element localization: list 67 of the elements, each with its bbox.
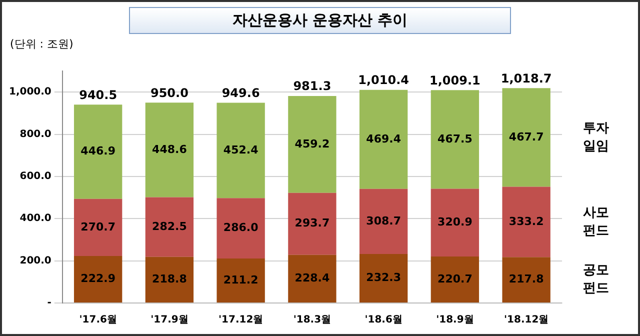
x-tick-label: '17.6월 [79, 314, 117, 326]
total-label: 981.3 [293, 79, 332, 94]
x-tick-label: '18.12월 [504, 314, 549, 326]
chart-title: 자산운용사 운용자산 추이 [129, 7, 511, 34]
data-label: 232.3 [366, 271, 401, 284]
data-label: 459.2 [294, 137, 330, 150]
text: (단위 : 조원) [10, 37, 74, 50]
x-tick-label: '17.9월 [150, 314, 188, 326]
bar [502, 88, 550, 187]
y-tick-label: 800.0 [20, 128, 52, 140]
bar [216, 258, 265, 302]
bar [145, 102, 194, 198]
bar [359, 188, 408, 254]
y-tick-label: 1,000.0 [8, 86, 52, 98]
data-label: 446.9 [80, 144, 116, 158]
data-label: 467.7 [508, 130, 544, 144]
data-label: 217.8 [508, 272, 544, 286]
total-label: 950.0 [150, 86, 188, 100]
y-tick-label: - [47, 298, 52, 309]
bar [74, 104, 122, 199]
data-label: 211.2 [223, 273, 258, 286]
y-tick-label: 400.0 [20, 213, 52, 224]
data-label: 467.5 [438, 132, 472, 146]
total-label: 940.5 [79, 88, 118, 102]
data-label: 293.7 [294, 216, 330, 230]
text: 공모펀드 [583, 263, 609, 296]
bar [216, 198, 265, 258]
data-label: 452.4 [223, 143, 259, 156]
data-label: 222.9 [80, 272, 116, 286]
y-tick-label: 200.0 [20, 255, 52, 266]
x-tick-label: '18.3월 [293, 314, 332, 326]
y-tick-label: 600.0 [20, 171, 52, 182]
data-label: 308.7 [366, 214, 401, 228]
bar [502, 257, 550, 302]
x-tick-label: '17.12월 [218, 314, 264, 326]
bar [145, 256, 194, 302]
data-label: 333.2 [508, 214, 544, 228]
data-label: 218.8 [152, 272, 187, 286]
text: 사모펀드 [583, 205, 609, 238]
data-label: 270.7 [80, 220, 116, 234]
data-label: 469.4 [366, 132, 402, 146]
bar [430, 188, 480, 256]
data-label: 228.4 [294, 272, 330, 285]
bar [430, 90, 480, 189]
bar [359, 90, 408, 189]
total-label: 1,018.7 [500, 71, 552, 86]
x-tick-label: '18.9월 [436, 314, 474, 326]
data-label: 220.7 [438, 272, 472, 286]
data-label: 320.9 [438, 215, 472, 228]
bar [74, 256, 122, 302]
total-label: 949.6 [222, 86, 260, 100]
bar [74, 198, 122, 256]
data-label: 282.5 [152, 220, 187, 233]
bar [288, 192, 336, 255]
total-label: 1,010.4 [358, 73, 410, 88]
bar [216, 102, 265, 198]
text: 투자일임 [583, 120, 609, 154]
bar [502, 186, 550, 258]
bar [145, 197, 194, 257]
bar [359, 254, 408, 302]
data-label: 448.6 [152, 142, 188, 156]
bar [288, 254, 336, 302]
bar [288, 96, 336, 193]
bar [430, 256, 480, 302]
x-tick-label: '18.6월 [364, 314, 402, 326]
data-label: 286.0 [223, 221, 259, 234]
total-label: 1,009.1 [430, 73, 480, 88]
